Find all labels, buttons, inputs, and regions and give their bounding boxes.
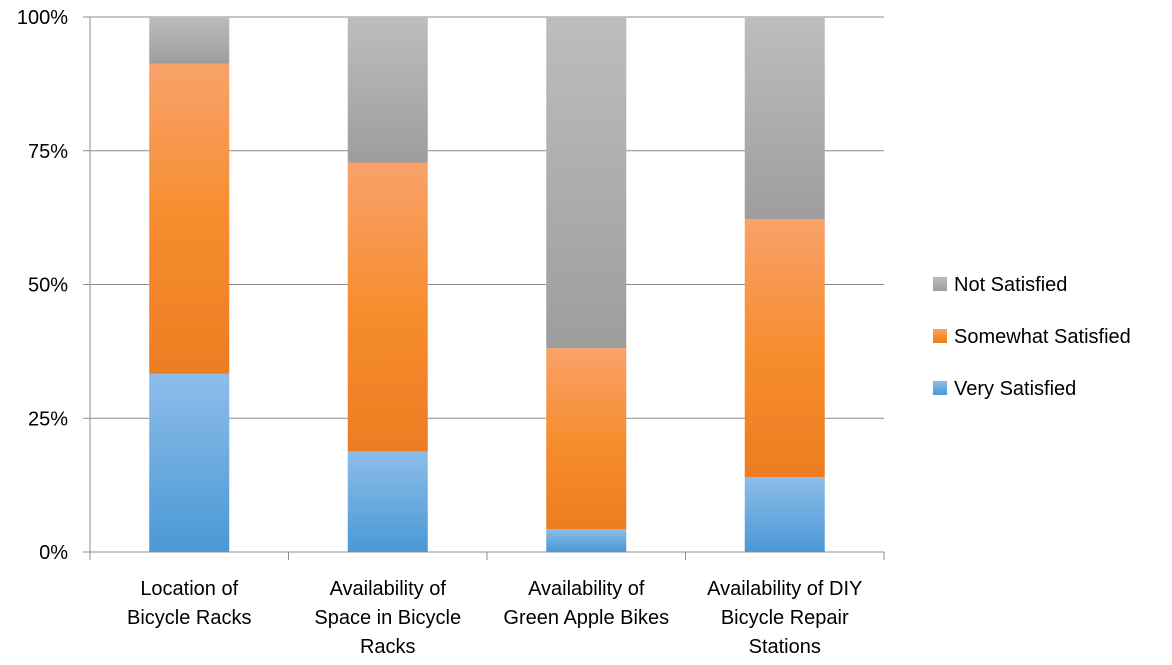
x-category-label: Location of: [140, 578, 238, 600]
bar-somewhat-satisfied: [149, 63, 230, 374]
x-category-label: Stations: [749, 636, 821, 658]
x-category-label: Availability of: [330, 578, 447, 600]
bars-group: [149, 17, 825, 552]
bar-not-satisfied: [744, 17, 825, 220]
bar-not-satisfied: [546, 17, 627, 349]
legend-swatch-somewhat-satisfied: [933, 329, 947, 343]
x-category-label: Space in Bicycle: [314, 607, 461, 629]
legend-label-very-satisfied: Very Satisfied: [954, 378, 1076, 400]
x-category-label: Bicycle Repair: [721, 607, 849, 629]
y-tick-label: 75%: [28, 141, 68, 163]
legend-swatch-not-satisfied: [933, 277, 947, 291]
x-category-label: Availability of DIY: [707, 578, 862, 600]
bar-not-satisfied: [347, 17, 428, 163]
bar-somewhat-satisfied: [744, 219, 825, 478]
legend-label-somewhat-satisfied: Somewhat Satisfied: [954, 326, 1131, 348]
bar-not-satisfied: [149, 17, 230, 64]
bar-very-satisfied: [347, 451, 428, 552]
y-tick-label: 100%: [17, 7, 68, 29]
legend: Not Satisfied Somewhat Satisfied Very Sati…: [933, 274, 1131, 400]
y-axis-tick-labels: 0% 25% 50% 75% 100%: [17, 7, 68, 564]
x-category-label: Bicycle Racks: [127, 607, 251, 629]
x-category-label: Green Apple Bikes: [503, 607, 669, 629]
legend-label-not-satisfied: Not Satisfied: [954, 274, 1067, 296]
x-category-label: Racks: [360, 636, 416, 658]
bar-somewhat-satisfied: [347, 162, 428, 452]
bar-somewhat-satisfied: [546, 348, 627, 529]
y-tick-label: 50%: [28, 275, 68, 297]
axes: [83, 16, 885, 560]
y-tick-label: 0%: [39, 542, 68, 564]
x-axis-category-labels: Location of Bicycle Racks Availability of S…: [127, 578, 862, 658]
y-tick-label: 25%: [28, 408, 68, 430]
legend-swatch-very-satisfied: [933, 381, 947, 395]
x-category-label: Availability of: [528, 578, 645, 600]
bar-very-satisfied: [744, 477, 825, 552]
bar-very-satisfied: [546, 528, 627, 552]
bar-very-satisfied: [149, 373, 230, 552]
